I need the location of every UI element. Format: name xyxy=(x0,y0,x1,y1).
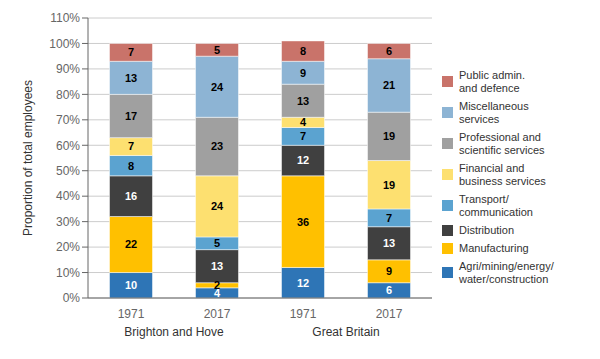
svg-text:24: 24 xyxy=(211,200,224,212)
svg-text:60%: 60% xyxy=(56,139,80,153)
html-text:Miscellaneous services: Miscellaneous services xyxy=(459,99,529,125)
svg-text:40%: 40% xyxy=(56,189,80,203)
svg-text:70%: 70% xyxy=(56,113,80,127)
svg-text:7: 7 xyxy=(386,212,392,224)
svg-text:2017: 2017 xyxy=(376,307,403,321)
svg-text:6: 6 xyxy=(386,45,392,57)
svg-text:8: 8 xyxy=(300,45,306,57)
svg-text:10: 10 xyxy=(125,279,137,291)
svg-text:50%: 50% xyxy=(56,164,80,178)
svg-text:7: 7 xyxy=(128,140,134,152)
html-text:Manufacturing: Manufacturing xyxy=(459,241,529,254)
svg-text:19: 19 xyxy=(383,179,395,191)
svg-text:110%: 110% xyxy=(50,11,80,25)
svg-text:13: 13 xyxy=(125,72,137,84)
svg-text:2017: 2017 xyxy=(204,307,231,321)
svg-text:80%: 80% xyxy=(56,88,80,102)
svg-text:7: 7 xyxy=(300,130,306,142)
svg-text:Brighton and Hove: Brighton and Hove xyxy=(124,325,224,339)
svg-text:13: 13 xyxy=(211,260,223,272)
svg-text:16: 16 xyxy=(125,190,137,202)
svg-text:9: 9 xyxy=(300,67,306,79)
svg-text:6: 6 xyxy=(386,284,392,296)
svg-text:21: 21 xyxy=(383,79,395,91)
svg-text:12: 12 xyxy=(297,277,309,289)
svg-text:10%: 10% xyxy=(56,266,80,280)
svg-text:90%: 90% xyxy=(56,62,80,76)
html-text:Distribution: Distribution xyxy=(459,223,514,236)
svg-text:13: 13 xyxy=(383,237,395,249)
svg-text:5: 5 xyxy=(214,44,220,56)
svg-text:100%: 100% xyxy=(49,37,80,51)
html-text:Public admin. and defence: Public admin. and defence xyxy=(459,68,525,94)
svg-text:Proportion of total employees: Proportion of total employees xyxy=(21,80,35,236)
svg-text:36: 36 xyxy=(297,216,309,228)
svg-text:20%: 20% xyxy=(56,240,80,254)
svg-text:12: 12 xyxy=(297,154,309,166)
svg-text:23: 23 xyxy=(211,140,223,152)
svg-text:Great Britain: Great Britain xyxy=(312,325,379,339)
svg-text:7: 7 xyxy=(128,46,134,58)
svg-text:24: 24 xyxy=(211,81,224,93)
svg-text:19: 19 xyxy=(383,130,395,142)
svg-text:30%: 30% xyxy=(56,215,80,229)
svg-text:1971: 1971 xyxy=(290,307,317,321)
html-text:Professional and scientific se: Professional and scientific services xyxy=(459,130,545,156)
svg-text:13: 13 xyxy=(297,95,309,107)
svg-text:2: 2 xyxy=(214,279,220,291)
svg-text:1971: 1971 xyxy=(118,307,145,321)
html-text:Transport/ communication: Transport/ communication xyxy=(459,192,533,218)
html-text:Financial and business service: Financial and business services xyxy=(459,161,546,187)
svg-text:8: 8 xyxy=(128,160,134,172)
svg-text:4: 4 xyxy=(213,286,221,299)
svg-text:5: 5 xyxy=(214,237,220,249)
svg-text:9: 9 xyxy=(386,265,392,277)
svg-text:22: 22 xyxy=(125,238,137,250)
svg-text:17: 17 xyxy=(125,110,137,122)
html-text:Agri/mining/energy/ water/cons: Agri/mining/energy/ water/construction xyxy=(459,259,554,285)
svg-text:0%: 0% xyxy=(63,291,81,305)
svg-text:4: 4 xyxy=(300,116,307,128)
